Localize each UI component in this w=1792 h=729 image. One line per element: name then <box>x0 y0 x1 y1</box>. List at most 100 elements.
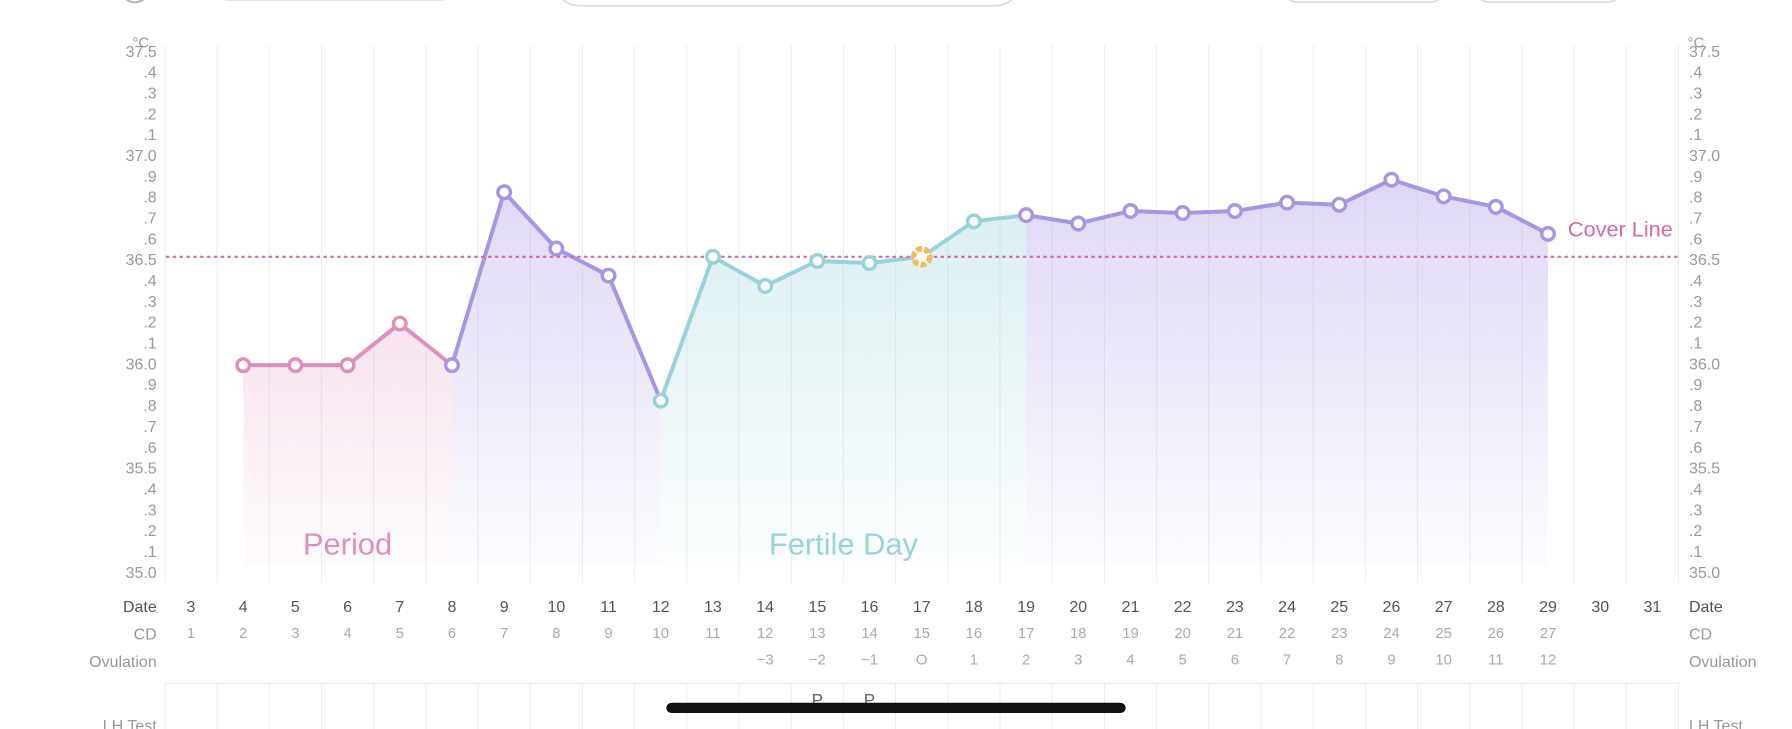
ovulation-label: 1 <box>970 652 978 668</box>
y-tick-label: .9 <box>143 169 156 186</box>
cd-label: 1 <box>187 626 195 642</box>
x-tick-label: 28 <box>1487 599 1505 616</box>
line-segment <box>1389 177 1446 199</box>
home-indicator <box>666 702 1126 714</box>
y2-tick-label: .1 <box>1689 336 1702 353</box>
point <box>1070 215 1087 232</box>
cd-label: 7 <box>500 626 508 642</box>
ovulation-label: 7 <box>1283 652 1291 668</box>
cd-label: 12 <box>757 626 774 642</box>
y2-tick-label: .3 <box>1689 85 1702 102</box>
top-tab[interactable] <box>217 0 451 2</box>
top-segment[interactable] <box>554 0 1020 7</box>
area <box>1495 206 1549 566</box>
y2-tick-label: 36.5 <box>1689 252 1720 269</box>
lh-test-label: P <box>864 690 875 710</box>
y-tick-label: .9 <box>143 377 156 394</box>
area <box>1078 210 1131 566</box>
x-tick-label: 12 <box>652 599 670 616</box>
point <box>1435 188 1452 205</box>
area <box>765 260 818 566</box>
unit-right: °C <box>1688 35 1705 51</box>
y2-tick-label: .9 <box>1689 169 1702 186</box>
ovulation-label: 3 <box>1074 652 1082 668</box>
x-tick-label: 20 <box>1069 599 1087 616</box>
y-tick-label: 37.5 <box>126 44 157 61</box>
area <box>1443 196 1496 566</box>
x-tick-label: 4 <box>239 599 248 616</box>
top-button[interactable] <box>1474 0 1623 4</box>
point <box>1331 196 1348 213</box>
y-tick-label: .3 <box>143 294 156 311</box>
line-segment <box>867 254 924 266</box>
point <box>339 357 356 374</box>
point <box>809 252 826 269</box>
area <box>1391 179 1444 566</box>
y-tick-label: .8 <box>143 190 156 207</box>
cd-label: 26 <box>1488 626 1505 642</box>
x-tick-label: 10 <box>547 599 565 616</box>
ovulation-label: 10 <box>1435 652 1452 668</box>
area <box>451 192 505 566</box>
cd-label: 6 <box>448 626 456 642</box>
ovulation-label: −2 <box>809 652 826 668</box>
cd-label: 11 <box>705 626 720 642</box>
ovulation-point <box>910 245 933 268</box>
point <box>757 277 774 294</box>
area <box>1182 210 1235 566</box>
point <box>1018 207 1035 224</box>
line-segment <box>345 321 402 368</box>
row-label: LH Test <box>1689 718 1743 729</box>
top-button[interactable] <box>1282 0 1445 4</box>
line-segment <box>502 190 559 251</box>
cd-label: 24 <box>1383 626 1400 642</box>
y-tick-label: .3 <box>143 85 156 102</box>
point <box>548 240 565 257</box>
line-segment <box>1024 213 1081 226</box>
y-tick-label: 36.5 <box>126 252 157 269</box>
y-tick-label: .7 <box>143 419 156 436</box>
y2-tick-label: .1 <box>1689 544 1702 561</box>
x-tick-label: 30 <box>1591 599 1609 616</box>
area <box>921 221 974 566</box>
point <box>1540 225 1557 242</box>
row-label: Date <box>123 599 157 616</box>
area <box>295 365 348 566</box>
ovulation-label: O <box>916 652 928 668</box>
area <box>817 260 870 566</box>
area <box>1026 215 1079 566</box>
line-segment <box>658 254 715 403</box>
unit-left: °C <box>132 35 149 51</box>
area <box>1287 202 1340 566</box>
y-tick-label: .1 <box>143 336 156 353</box>
line-segment <box>815 258 872 266</box>
y-tick-label: .6 <box>143 440 156 457</box>
point <box>1279 194 1296 211</box>
point <box>496 184 513 201</box>
labels: 35.0 35.0 .1 .1 .2 .2 .3 .3 .4 .4 35.5 35.5 .6 .6 .7 .7… <box>89 44 1756 729</box>
line-segment <box>971 213 1029 224</box>
area <box>973 215 1027 566</box>
point <box>652 392 669 409</box>
cd-label: 25 <box>1435 626 1452 642</box>
cd-label: 21 <box>1227 626 1244 642</box>
point <box>235 357 252 374</box>
top-icon[interactable] <box>121 0 148 4</box>
cd-label: 13 <box>809 626 826 642</box>
x-tick-label: 23 <box>1226 599 1244 616</box>
x-tick-label: 18 <box>965 599 983 616</box>
cd-label: 3 <box>291 626 299 642</box>
line-segment <box>1076 208 1133 226</box>
point <box>861 255 878 272</box>
y-tick-label: .2 <box>143 315 156 332</box>
y2-tick-label: .9 <box>1689 377 1702 394</box>
ovulation-label: 4 <box>1126 652 1134 668</box>
y2-tick-label: 35.5 <box>1689 461 1720 478</box>
point <box>600 267 617 284</box>
y2-tick-label: .4 <box>1689 273 1702 290</box>
y-tick-label: .8 <box>143 398 156 415</box>
ovulation-label: 8 <box>1335 652 1343 668</box>
y2-tick-label: .3 <box>1689 502 1702 519</box>
